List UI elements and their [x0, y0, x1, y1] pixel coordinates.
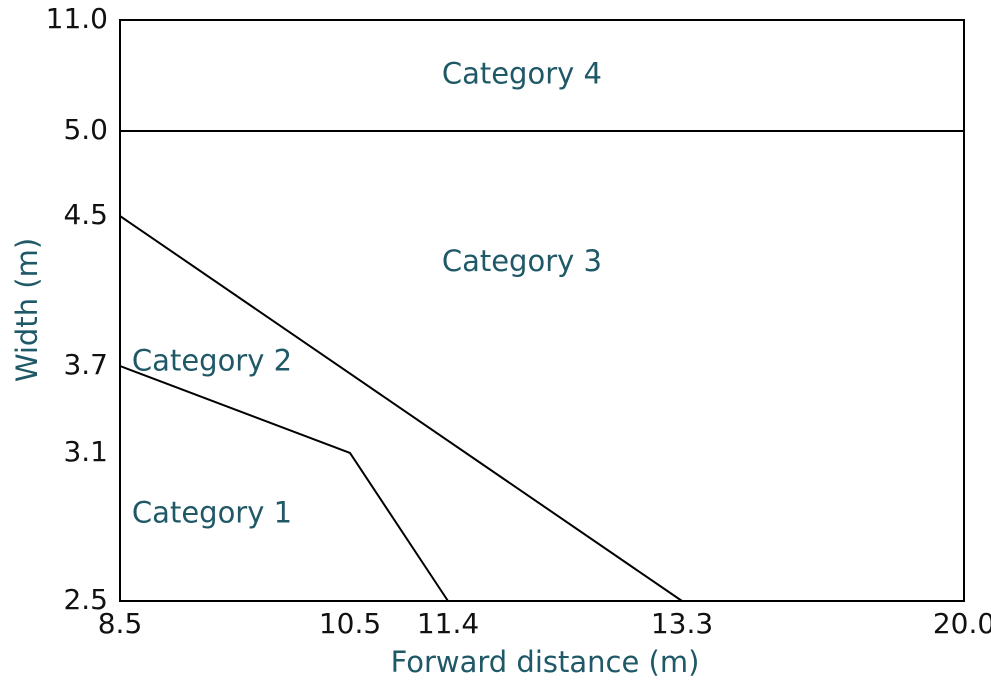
y-tick-label: 2.5 [63, 583, 108, 616]
x-tick-labels: 8.5 10.5 11.4 13.3 20.0 [98, 607, 991, 640]
x-tick-label: 8.5 [98, 607, 143, 640]
region-label-4: Category 4 [442, 57, 602, 91]
x-tick-label: 20.0 [933, 607, 991, 640]
region-label-3: Category 3 [442, 244, 602, 278]
region-label-1: Category 1 [132, 496, 292, 530]
x-tick-label: 13.3 [651, 607, 713, 640]
region-labels: Category 1 Category 2 Category 3 Category 4 [132, 57, 602, 530]
boundary-lines [119, 130, 964, 602]
y-tick-label: 11.0 [46, 2, 108, 35]
y-tick-label: 5.0 [63, 113, 108, 146]
x-tick-label: 10.5 [319, 607, 381, 640]
boundary-line-2 [119, 215, 683, 602]
y-axis-label: Width (m) [10, 238, 44, 382]
boundary-line-1 [119, 365, 449, 602]
region-label-2: Category 2 [132, 343, 292, 377]
y-tick-label: 3.1 [63, 435, 108, 468]
x-tick-label: 11.4 [417, 607, 479, 640]
y-tick-labels: 2.5 3.1 3.7 4.5 5.0 11.0 [46, 2, 108, 616]
y-tick-label: 4.5 [63, 198, 108, 231]
y-tick-label: 3.7 [63, 348, 108, 381]
x-axis-label: Forward distance (m) [391, 645, 700, 679]
plot-frame [119, 19, 965, 602]
